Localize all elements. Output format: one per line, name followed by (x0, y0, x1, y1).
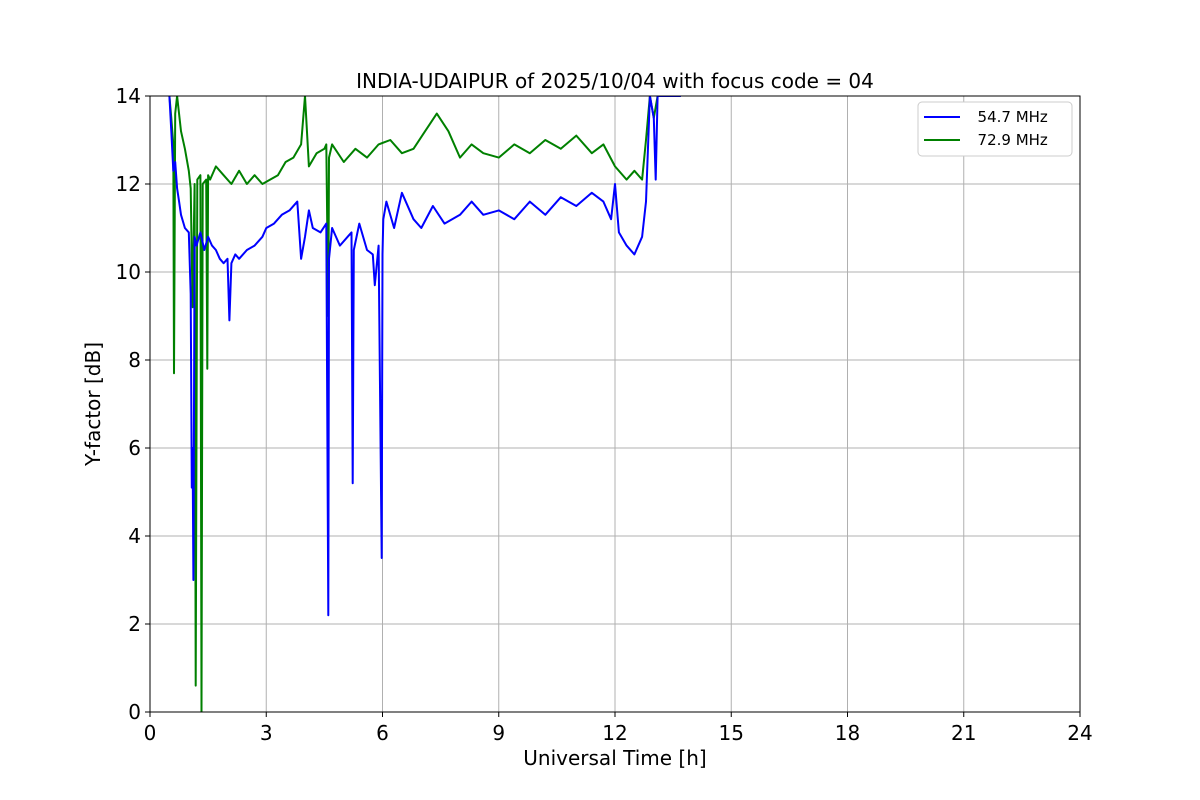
y-tick-label: 0 (128, 700, 141, 724)
legend-label-54-7: 54.7 MHz (968, 108, 1048, 126)
legend-box (917, 101, 1073, 157)
y-tick-label: 14 (116, 84, 141, 108)
series-line-0 (168, 96, 681, 617)
y-tick-label: 10 (116, 260, 141, 284)
y-tick-label: 2 (128, 612, 141, 636)
x-tick-label: 21 (951, 721, 976, 745)
x-tick-label: 18 (835, 721, 860, 745)
y-tick-label: 8 (128, 348, 141, 372)
x-tick-label: 9 (492, 721, 505, 745)
x-tick-label: 0 (144, 721, 157, 745)
y-tick-label: 6 (128, 436, 141, 460)
x-tick-label: 6 (376, 721, 389, 745)
x-tick-label: 15 (719, 721, 744, 745)
y-axis-label: Y-factor [dB] (81, 342, 105, 467)
y-tick-label: 4 (128, 524, 141, 548)
chart-title: INDIA-UDAIPUR of 2025/10/04 with focus c… (356, 69, 874, 93)
y-tick-label: 12 (116, 172, 141, 196)
legend-label-72-9: 72.9 MHz (968, 131, 1048, 149)
x-tick-label: 12 (602, 721, 627, 745)
x-axis-label: Universal Time [h] (523, 746, 706, 770)
x-tick-label: 24 (1067, 721, 1092, 745)
series-layer (168, 96, 681, 712)
series-line-1 (168, 96, 662, 712)
x-tick-label: 3 (260, 721, 273, 745)
legend: 54.7 MHz 72.9 MHz (917, 101, 1073, 157)
